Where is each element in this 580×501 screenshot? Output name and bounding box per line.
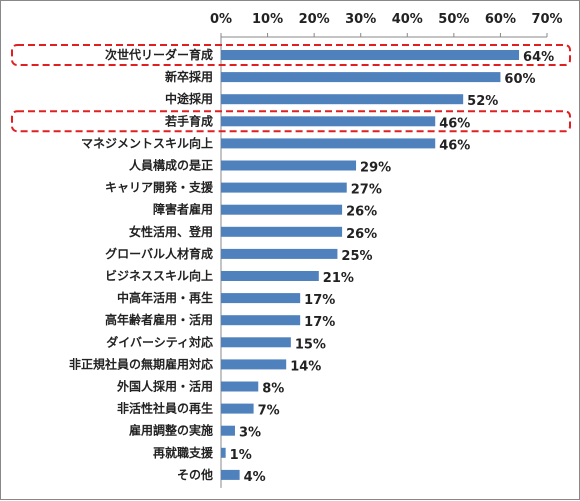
category-label: 新卒採用 [165, 69, 213, 84]
x-tick-label: 10% [252, 12, 283, 27]
bar [221, 315, 301, 326]
value-label: 7% [258, 404, 280, 419]
value-label: 29% [360, 161, 391, 176]
bar [221, 50, 520, 60]
value-label: 52% [467, 94, 498, 109]
value-label: 1% [230, 448, 252, 463]
category-label: その他 [177, 467, 213, 482]
bar [221, 381, 259, 392]
value-label: 3% [239, 426, 261, 441]
category-label: 障害者雇用 [153, 202, 213, 217]
value-label: 26% [346, 227, 377, 242]
highlight-box [11, 44, 571, 66]
value-label: 15% [295, 337, 326, 352]
bar [221, 447, 226, 458]
x-tick-label: 70% [531, 12, 562, 27]
category-label: 若手育成 [164, 113, 213, 128]
value-label: 17% [304, 315, 335, 330]
bar [221, 204, 343, 215]
category-label: 高年齢者雇用・活用 [105, 312, 213, 327]
category-label: グローバル人材育成 [105, 246, 213, 261]
x-tick-label: 20% [299, 12, 330, 27]
value-label: 64% [523, 50, 554, 65]
bar [221, 160, 357, 171]
x-tick-label: 40% [392, 12, 423, 27]
category-label: 雇用調整の実施 [129, 423, 213, 438]
bar [221, 182, 347, 193]
bar [221, 94, 464, 105]
category-label: ビジネススキル向上 [105, 268, 213, 283]
value-label: 46% [439, 138, 470, 153]
category-label: ダイバーシティ対応 [106, 334, 213, 349]
bar [221, 138, 436, 149]
value-label: 46% [439, 116, 470, 131]
category-label: 次世代リーダー育成 [105, 47, 213, 62]
value-label: 14% [290, 359, 321, 374]
value-label: 25% [341, 249, 372, 264]
category-label: 非正規社員の無期雇用対応 [69, 356, 213, 371]
category-label: 人員構成の是正 [129, 158, 213, 173]
value-label: 8% [262, 382, 284, 397]
value-label: 4% [244, 470, 266, 485]
bar [221, 116, 436, 127]
value-label: 27% [351, 183, 382, 198]
x-tick-label: 60% [485, 12, 516, 27]
bar [221, 226, 343, 237]
bar [221, 248, 338, 259]
bar [221, 72, 501, 83]
value-label: 60% [504, 72, 535, 87]
category-label: 外国人採用・活用 [117, 379, 213, 394]
category-label: 非活性社員の再生 [117, 401, 213, 416]
value-label: 26% [346, 205, 377, 220]
bar [221, 337, 291, 348]
value-label: 17% [304, 293, 335, 308]
category-label: キャリア開発・支援 [105, 180, 214, 195]
category-label: 再就職支援 [153, 445, 214, 460]
bar [221, 469, 240, 480]
bar [221, 359, 287, 370]
bar [221, 425, 235, 436]
bar [221, 403, 254, 414]
category-label: 中途採用 [165, 91, 213, 106]
highlight-box [11, 110, 571, 133]
x-tick-label: 0% [210, 12, 232, 27]
x-tick-label: 50% [438, 12, 469, 27]
bar [221, 271, 319, 281]
value-label: 21% [323, 271, 354, 286]
x-tick-label: 30% [345, 12, 376, 27]
category-label: 女性活用、登用 [129, 224, 213, 239]
category-label: マネジメントスキル向上 [81, 135, 213, 150]
bar [221, 293, 301, 304]
category-label: 中高年活用・再生 [117, 290, 213, 305]
